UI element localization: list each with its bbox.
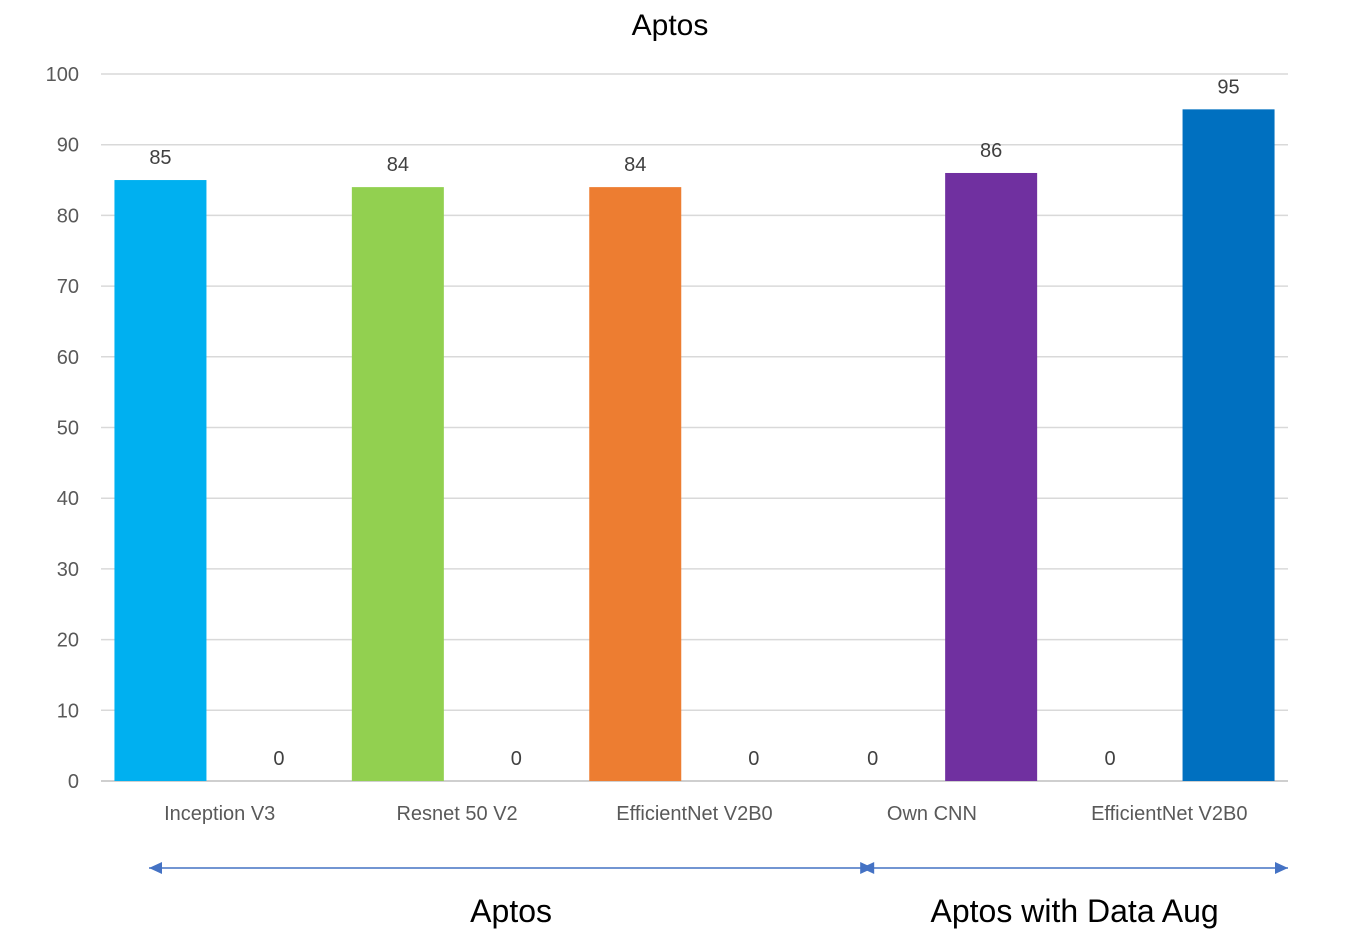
- bar: [589, 187, 682, 781]
- group-label: Aptos: [470, 893, 552, 929]
- bars: [114, 109, 1275, 782]
- data-label: 0: [1104, 748, 1115, 770]
- x-tick-label: EfficientNet V2B0: [616, 803, 772, 825]
- y-tick-label: 90: [57, 135, 79, 157]
- data-labels: 85 0 84 0 84 0 0 86 0 95: [149, 76, 1239, 770]
- y-tick-label: 10: [57, 700, 79, 722]
- data-label: 0: [867, 748, 878, 770]
- y-tick-label: 50: [57, 418, 79, 440]
- data-label: 0: [273, 748, 284, 770]
- gridlines: [101, 73, 1288, 782]
- data-label: 95: [1217, 76, 1239, 98]
- y-tick-label: 20: [57, 630, 79, 652]
- x-tick-label: Own CNN: [887, 803, 977, 825]
- group-annotations: Aptos Aptos with Data Aug: [149, 862, 1288, 929]
- group-label: Aptos with Data Aug: [931, 893, 1219, 929]
- y-tick-label: 0: [68, 771, 79, 793]
- y-tick-label: 30: [57, 559, 79, 581]
- y-tick-label: 40: [57, 488, 79, 510]
- y-tick-label: 100: [46, 64, 79, 86]
- bar: [1182, 109, 1275, 782]
- y-tick-label: 80: [57, 205, 79, 227]
- bar: [114, 180, 207, 782]
- data-label: 86: [980, 140, 1002, 162]
- chart-title: Aptos: [632, 9, 709, 42]
- x-tick-label: Inception V3: [164, 803, 275, 825]
- arrow-right-icon: [1275, 862, 1288, 874]
- y-tick-label: 60: [57, 347, 79, 369]
- bar: [945, 172, 1038, 782]
- x-axis: Inception V3 Resnet 50 V2 EfficientNet V2B…: [164, 803, 1247, 825]
- data-label: 85: [149, 147, 171, 169]
- data-label: 0: [511, 748, 522, 770]
- x-tick-label: EfficientNet V2B0: [1091, 803, 1247, 825]
- data-label: 84: [387, 154, 409, 176]
- arrow-left-icon: [149, 862, 162, 874]
- y-tick-label: 70: [57, 276, 79, 298]
- data-label: 84: [624, 154, 646, 176]
- y-axis: 0 10 20 30 40 50 60 70 80 90 100: [46, 64, 79, 793]
- x-tick-label: Resnet 50 V2: [396, 803, 517, 825]
- arrow-left-icon: [861, 862, 875, 874]
- bar: [351, 187, 444, 781]
- data-label: 0: [748, 748, 759, 770]
